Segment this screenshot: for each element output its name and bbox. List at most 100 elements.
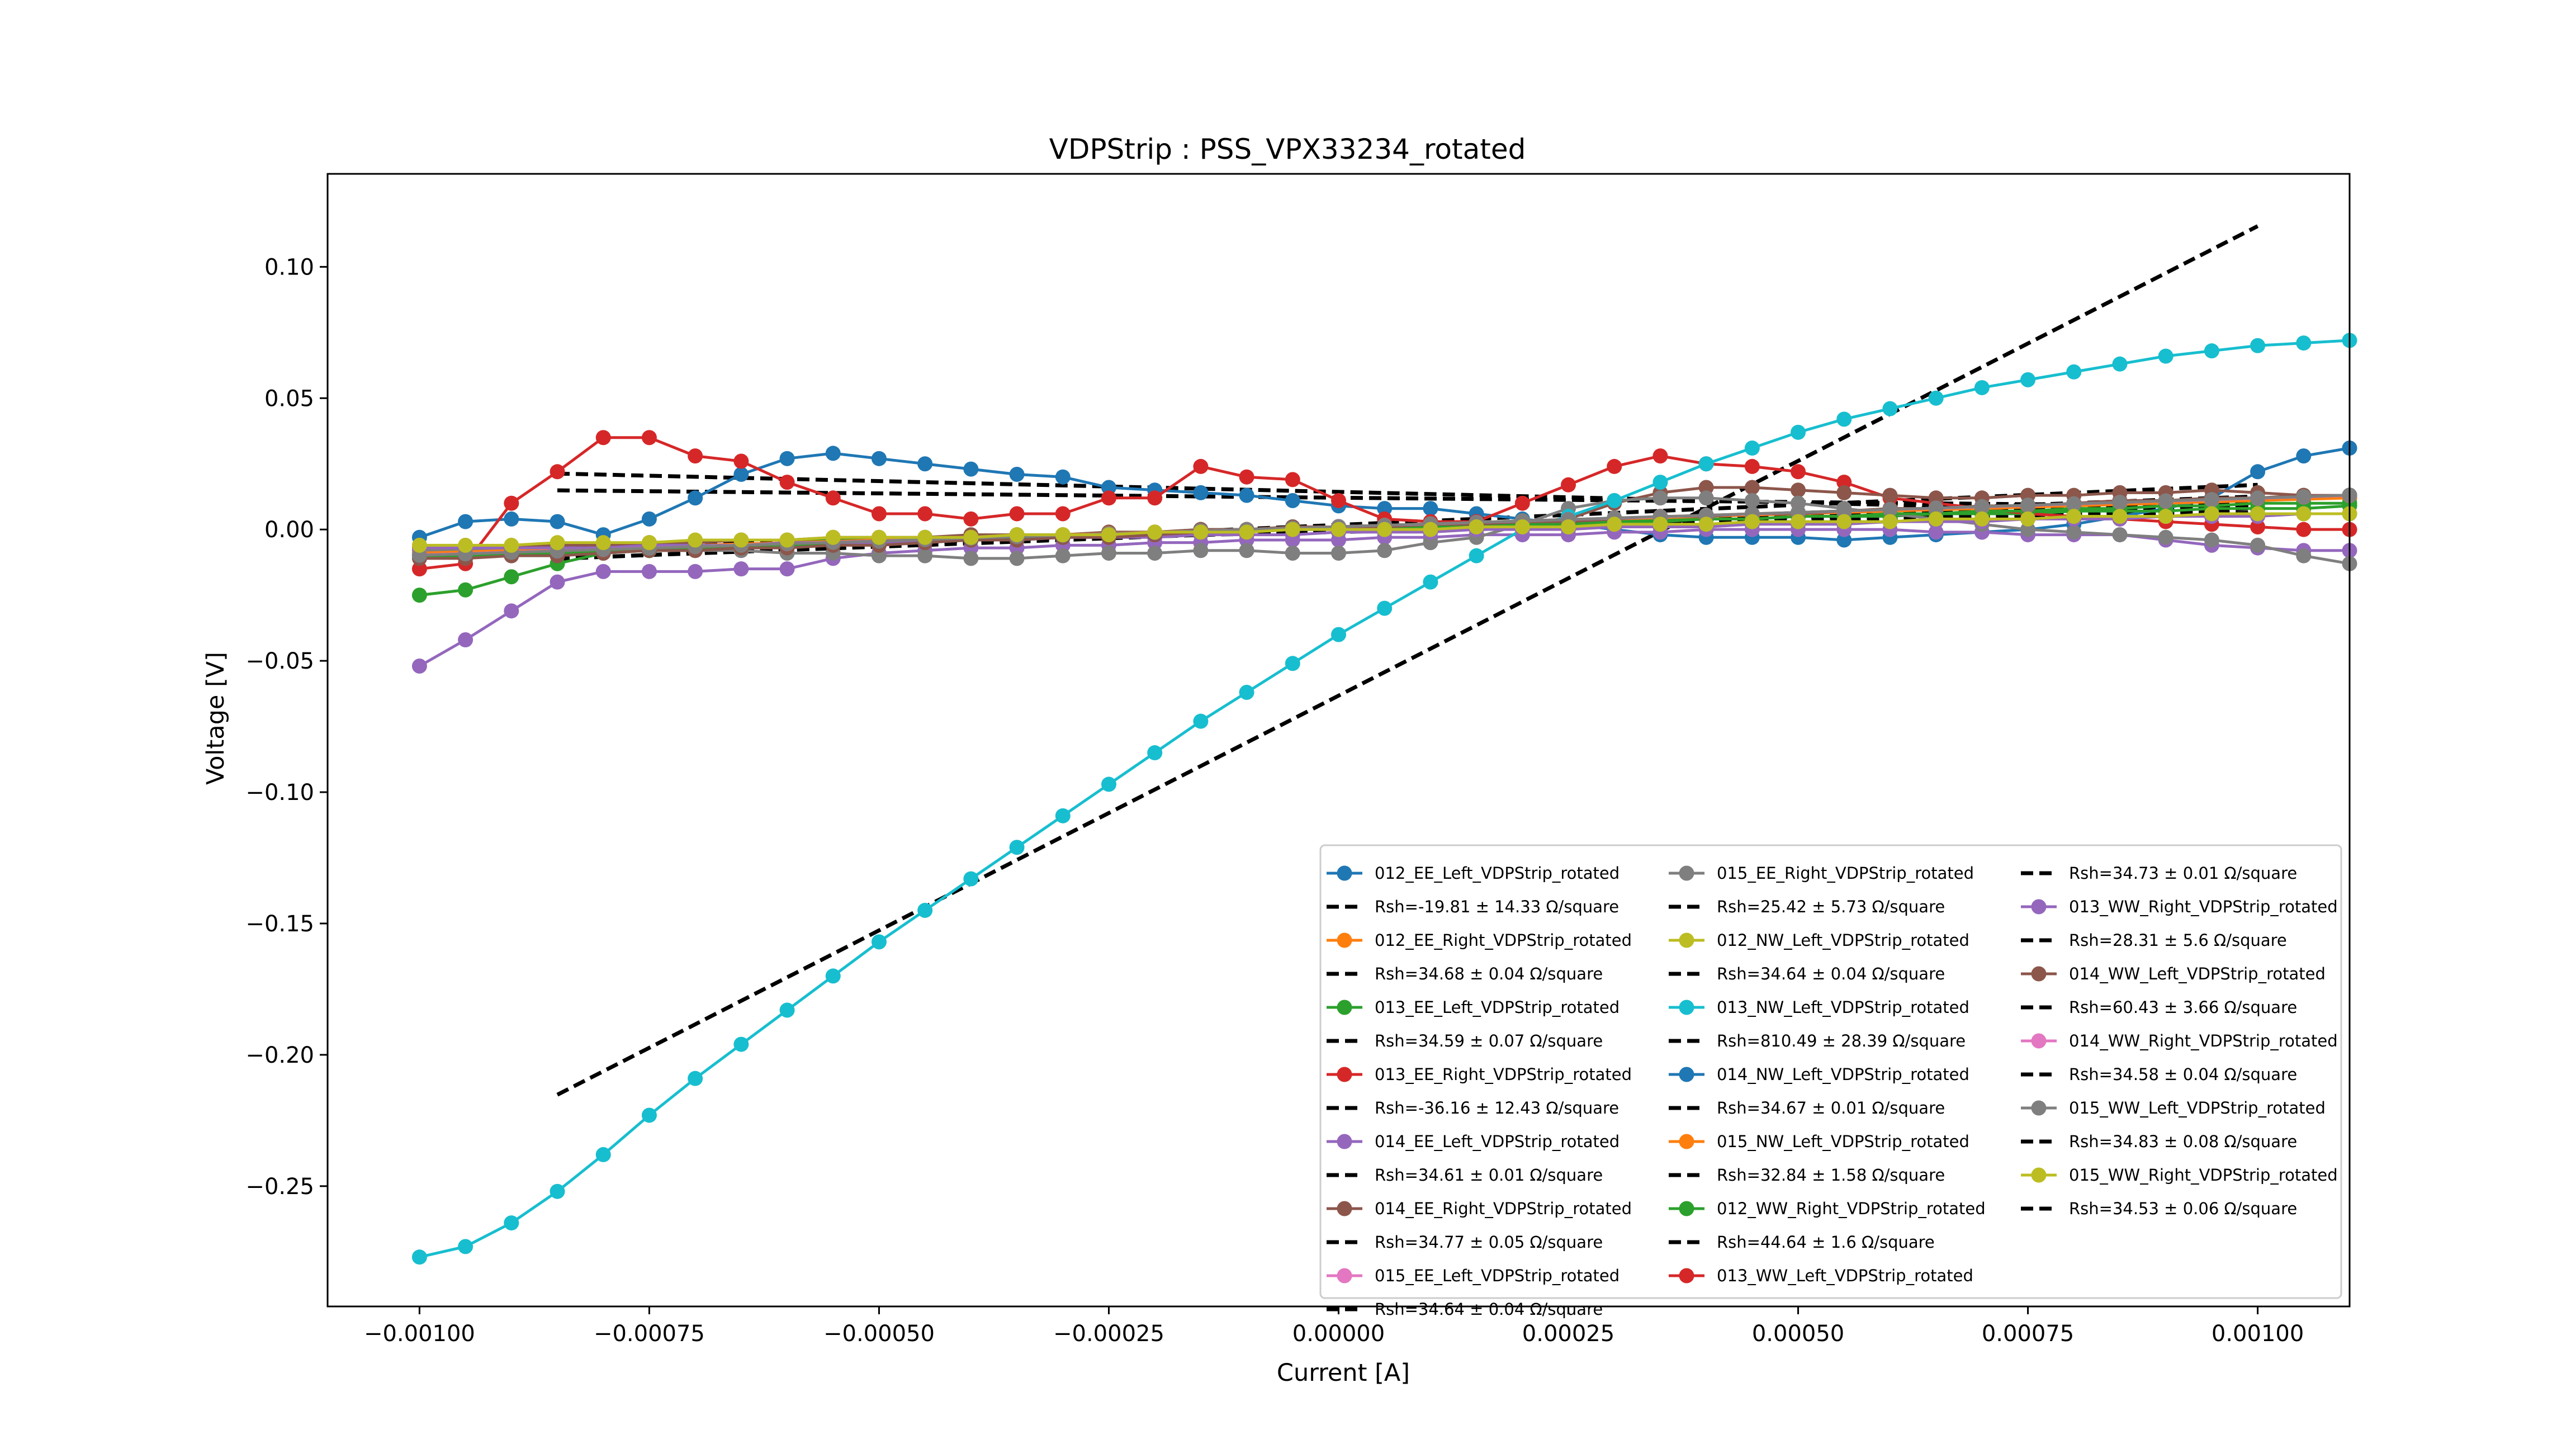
data-point [1193, 543, 1209, 558]
data-point [2250, 506, 2266, 522]
legend-series-label: 014_WW_Right_VDPStrip_rotated [2069, 1031, 2338, 1050]
legend-series-label: 012_EE_Right_VDPStrip_rotated [1375, 931, 1632, 950]
data-point [2250, 519, 2266, 534]
legend-series-label: 014_EE_Right_VDPStrip_rotated [1375, 1199, 1632, 1218]
data-point [1791, 464, 1806, 480]
legend-fit-label: Rsh=32.84 ± 1.58 Ω/square [1717, 1166, 1945, 1185]
fit-line [556, 224, 2259, 1097]
data-point [1193, 458, 1209, 474]
data-point [963, 871, 979, 887]
data-point [1836, 475, 1852, 490]
data-point [1469, 519, 1484, 534]
data-point [733, 467, 749, 482]
y-tick-label: 0.05 [264, 386, 314, 411]
data-point [2204, 532, 2219, 548]
data-point [1928, 500, 1944, 516]
data-point [1423, 574, 1438, 590]
data-point [1791, 424, 1806, 440]
data-point [688, 490, 703, 506]
legend-fit-label: Rsh=34.67 ± 0.01 Ω/square [1717, 1098, 1945, 1117]
data-point [1836, 514, 1852, 529]
legend-fit-label: Rsh=34.61 ± 0.01 Ω/square [1375, 1166, 1603, 1185]
legend-series-label: 014_WW_Left_VDPStrip_rotated [2069, 964, 2326, 983]
data-point [733, 561, 749, 577]
data-point [1055, 548, 1071, 564]
data-point [2204, 506, 2219, 522]
fit-line [557, 471, 2258, 516]
data-point [458, 632, 473, 648]
data-point [779, 475, 795, 490]
data-point [1652, 448, 1668, 464]
data-point [2250, 338, 2266, 353]
legend-fit-label: Rsh=44.64 ± 1.6 Ω/square [1717, 1233, 1935, 1252]
legend-marker [1337, 1000, 1352, 1015]
data-point [1009, 506, 1025, 522]
legend-series-label: 015_EE_Left_VDPStrip_rotated [1375, 1266, 1620, 1285]
data-point [825, 968, 841, 984]
data-point [1331, 545, 1346, 561]
data-point [1285, 545, 1300, 561]
legend-marker [2031, 1033, 2047, 1049]
data-point [963, 461, 979, 477]
data-point [871, 529, 887, 545]
legend-series-label: 012_NW_Left_VDPStrip_rotated [1717, 931, 1969, 950]
data-point [2158, 529, 2174, 545]
data-point [1514, 519, 1530, 534]
data-point [871, 934, 887, 950]
data-point [458, 514, 473, 529]
data-point [1744, 493, 1760, 508]
data-point [1882, 501, 1898, 517]
data-point [917, 506, 933, 522]
data-point [2066, 524, 2082, 540]
data-point [871, 506, 887, 522]
data-point [1836, 411, 1852, 427]
data-point [1882, 487, 1898, 503]
legend-series-label: 014_EE_Left_VDPStrip_rotated [1375, 1132, 1620, 1151]
data-point [779, 1002, 795, 1018]
data-point [411, 537, 427, 553]
data-point [2158, 493, 2174, 509]
legend-series-label: 013_WW_Right_VDPStrip_rotated [2069, 897, 2338, 916]
legend-fit-label: Rsh=34.64 ± 0.04 Ω/square [1717, 964, 1945, 983]
y-tick-label: −0.25 [245, 1174, 314, 1200]
data-point [688, 1071, 703, 1086]
data-point [1469, 548, 1484, 564]
legend: 012_EE_Left_VDPStrip_rotated Rsh=-19.81 ±… [1319, 844, 2342, 1319]
data-point [1836, 503, 1852, 519]
data-point [1561, 477, 1576, 493]
legend-fit-label: Rsh=34.53 ± 0.06 Ω/square [2069, 1199, 2297, 1218]
data-point [1744, 441, 1760, 456]
data-point [2158, 348, 2174, 364]
data-point [595, 535, 611, 551]
data-point [2020, 511, 2036, 527]
legend-series-label: 014_NW_Left_VDPStrip_rotated [1717, 1065, 1969, 1084]
data-point [458, 582, 473, 598]
data-point [1239, 684, 1254, 700]
data-point [1514, 495, 1530, 511]
data-point [1239, 487, 1254, 503]
x-tick-label: −0.00100 [364, 1321, 475, 1347]
data-point [1882, 401, 1898, 416]
legend-fit-label: Rsh=34.77 ± 0.05 Ω/square [1375, 1233, 1603, 1252]
data-point [917, 902, 933, 918]
axis-ticks: −0.00100 −0.00075 −0.00050 −0.00025 0.00000 0… [245, 254, 2304, 1347]
legend-fit-label: Rsh=34.68 ± 0.04 Ω/square [1375, 964, 1603, 983]
data-point [1193, 713, 1209, 729]
data-point [641, 535, 657, 551]
data-point [1882, 514, 1898, 529]
data-point [871, 451, 887, 466]
data-point [2112, 527, 2128, 543]
data-point [779, 561, 795, 577]
data-point [1193, 485, 1209, 500]
data-point [779, 532, 795, 548]
legend-fit-label: Rsh=34.83 ± 0.08 Ω/square [2069, 1132, 2297, 1151]
data-point [1974, 511, 1990, 527]
x-tick-label: 0.00000 [1292, 1321, 1385, 1347]
data-point [2296, 489, 2312, 504]
data-point [2112, 509, 2128, 524]
data-point [2158, 509, 2174, 524]
data-point [963, 529, 979, 545]
data-point [733, 532, 749, 548]
data-point [641, 511, 657, 527]
